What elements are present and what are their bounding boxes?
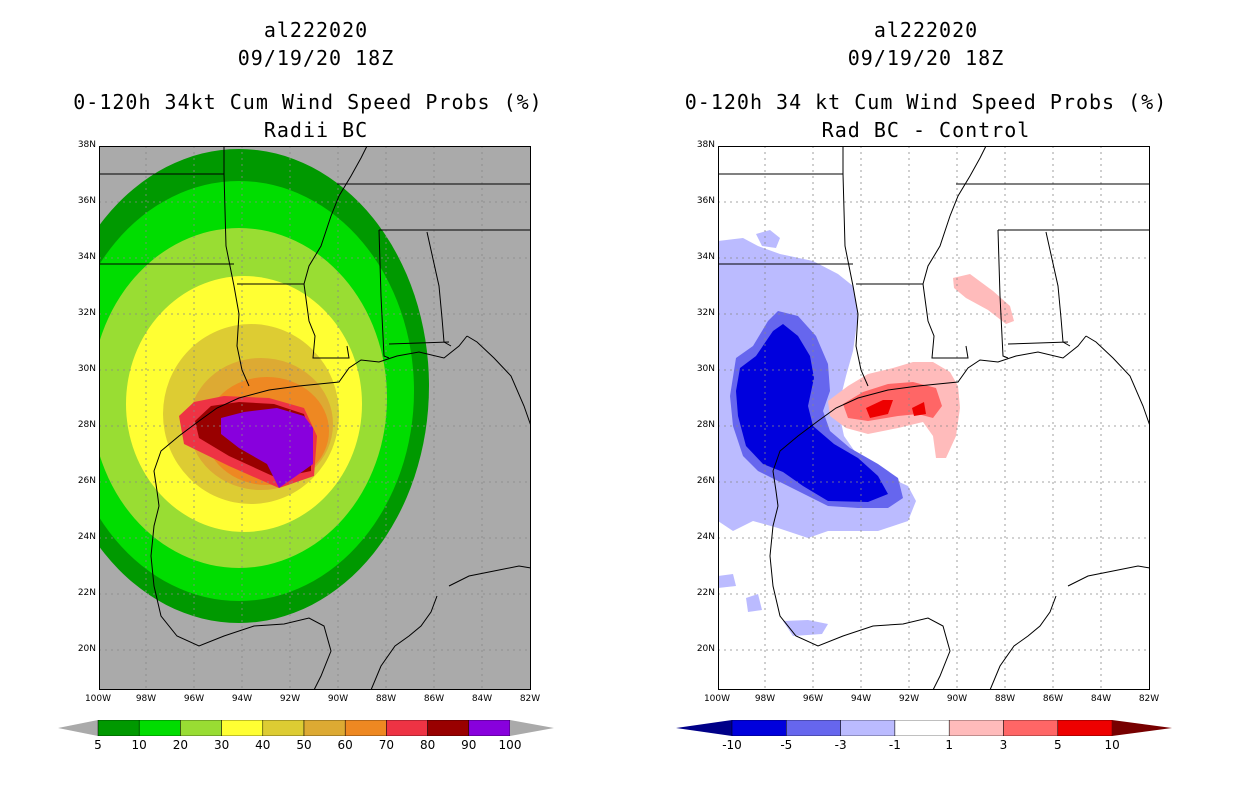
lat-label: 38N bbox=[77, 140, 96, 150]
colorbar-tick-label: -1 bbox=[888, 738, 901, 752]
lat-label: 22N bbox=[696, 588, 715, 598]
right-title-subtitle: Rad BC - Control bbox=[821, 118, 1031, 142]
lon-label: 84W bbox=[471, 694, 493, 704]
lat-label: 26N bbox=[77, 476, 96, 486]
left-map bbox=[99, 146, 531, 690]
lon-label: 82W bbox=[1138, 694, 1160, 704]
lon-label: 88W bbox=[994, 694, 1016, 704]
lon-label: 96W bbox=[183, 694, 205, 704]
colorbar-tick-label: 80 bbox=[419, 738, 436, 752]
colorbar-tick-label: 3 bbox=[999, 738, 1008, 752]
grid-lines bbox=[718, 146, 1150, 690]
lat-label: 34N bbox=[696, 252, 715, 262]
lat-label: 24N bbox=[77, 532, 96, 542]
colorbar-cell bbox=[948, 720, 1004, 736]
left-colorbar bbox=[58, 720, 554, 736]
lat-label: 30N bbox=[77, 364, 96, 374]
lon-label: 100W bbox=[84, 694, 112, 704]
lat-label: 20N bbox=[696, 644, 715, 654]
lat-label: 28N bbox=[77, 420, 96, 430]
colorbar-tick-label: -5 bbox=[780, 738, 793, 752]
lat-label: 36N bbox=[696, 196, 715, 206]
colorbar-tick-label: 100 bbox=[498, 738, 522, 752]
colorbar-cell bbox=[468, 720, 511, 736]
colorbar-cell bbox=[262, 720, 305, 736]
lat-label: 30N bbox=[696, 364, 715, 374]
lat-label: 20N bbox=[77, 644, 96, 654]
right-title-storm: al222020 bbox=[873, 18, 979, 42]
right-map bbox=[718, 146, 1150, 690]
left-title-date: 09/19/20 18Z bbox=[237, 46, 395, 70]
colorbar-cell bbox=[180, 720, 222, 736]
colorbar-tick-label: 10 bbox=[1104, 738, 1120, 752]
lon-label: 90W bbox=[327, 694, 349, 704]
colorbar-cell bbox=[344, 720, 387, 736]
colorbar-cell bbox=[386, 720, 428, 736]
difference-contours bbox=[718, 230, 1014, 636]
lon-label: 90W bbox=[946, 694, 968, 704]
colorbar-tick-label: -10 bbox=[722, 738, 742, 752]
lon-label: 94W bbox=[231, 694, 253, 704]
colorbar-high-arrow bbox=[510, 720, 554, 736]
lon-label: 88W bbox=[375, 694, 397, 704]
colorbar-tick-label: 90 bbox=[461, 738, 477, 752]
grid-lines bbox=[99, 146, 531, 690]
lat-label: 34N bbox=[77, 252, 96, 262]
lat-label: 22N bbox=[77, 588, 96, 598]
colorbar-cell bbox=[840, 720, 896, 736]
colorbar-tick-label: 5 bbox=[94, 738, 102, 752]
lon-label: 94W bbox=[850, 694, 872, 704]
colorbar-tick-label: 20 bbox=[172, 738, 189, 752]
lat-label: 28N bbox=[696, 420, 715, 430]
lat-label: 32N bbox=[696, 308, 715, 318]
colorbar-tick-label: -3 bbox=[834, 738, 847, 752]
colorbar-cell bbox=[894, 720, 950, 736]
colorbar-low-arrow bbox=[676, 720, 732, 736]
colorbar-cell bbox=[1003, 720, 1059, 736]
coastlines-and-borders bbox=[718, 146, 1150, 690]
colorbar-tick-label: 40 bbox=[255, 738, 271, 752]
lon-label: 98W bbox=[754, 694, 776, 704]
lon-label: 84W bbox=[1090, 694, 1112, 704]
colorbar-cell bbox=[303, 720, 346, 736]
lon-label: 96W bbox=[802, 694, 824, 704]
right-title-product: 0-120h 34 kt Cum Wind Speed Probs (%) bbox=[684, 90, 1168, 114]
lon-label: 82W bbox=[519, 694, 541, 704]
right-colorbar bbox=[676, 720, 1172, 736]
left-title-storm: al222020 bbox=[263, 18, 369, 42]
colorbar-cell bbox=[97, 720, 140, 736]
lon-label: 86W bbox=[1042, 694, 1064, 704]
colorbar-tick-label: 50 bbox=[296, 738, 312, 752]
lat-label: 24N bbox=[696, 532, 715, 542]
left-title-subtitle: Radii BC bbox=[263, 118, 369, 142]
lat-label: 32N bbox=[77, 308, 96, 318]
colorbar-cell bbox=[731, 720, 787, 736]
colorbar-cell bbox=[786, 720, 841, 736]
colorbar-low-arrow bbox=[58, 720, 98, 736]
lon-label: 98W bbox=[135, 694, 157, 704]
colorbar-high-arrow bbox=[1112, 720, 1172, 736]
lon-label: 100W bbox=[703, 694, 731, 704]
right-title-date: 09/19/20 18Z bbox=[847, 46, 1005, 70]
coastlines-and-borders bbox=[99, 146, 531, 690]
colorbar-cell bbox=[1057, 720, 1113, 736]
colorbar-cell bbox=[221, 720, 264, 736]
lat-label: 38N bbox=[696, 140, 715, 150]
left-title-product: 0-120h 34kt Cum Wind Speed Probs (%) bbox=[73, 90, 543, 114]
colorbar-tick-label: 10 bbox=[131, 738, 147, 752]
lat-label: 26N bbox=[696, 476, 715, 486]
colorbar-cell bbox=[138, 720, 181, 736]
colorbar-tick-label: 60 bbox=[337, 738, 353, 752]
colorbar-tick-label: 30 bbox=[213, 738, 230, 752]
probability-rings bbox=[99, 149, 429, 623]
colorbar-tick-label: 70 bbox=[378, 738, 395, 752]
colorbar-tick-label: 5 bbox=[1053, 738, 1062, 752]
lat-label: 36N bbox=[77, 196, 96, 206]
lon-label: 86W bbox=[423, 694, 445, 704]
colorbar-tick-label: 1 bbox=[945, 738, 953, 752]
colorbar-cell bbox=[427, 720, 470, 736]
lon-label: 92W bbox=[898, 694, 920, 704]
lon-label: 92W bbox=[279, 694, 301, 704]
